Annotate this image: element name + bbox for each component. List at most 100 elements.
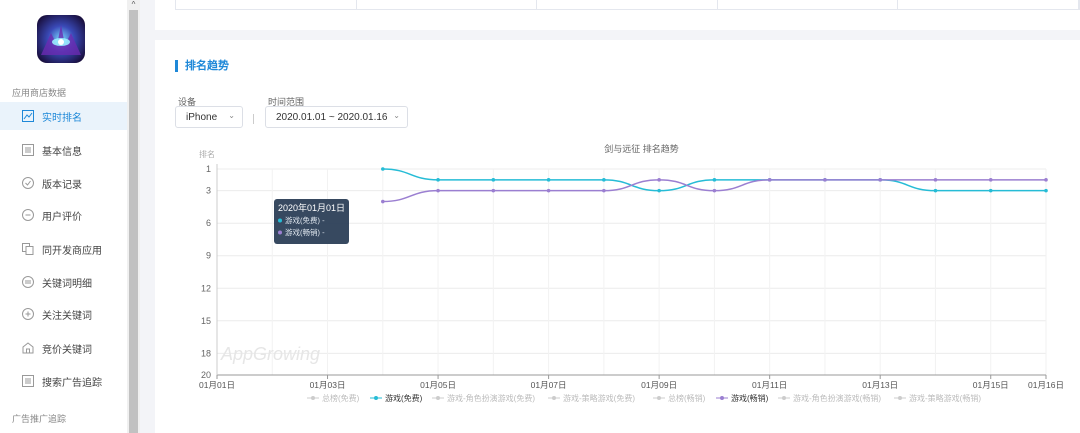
legend-item: 总榜(免费) <box>322 393 360 403</box>
sidebar-item-label: 关注关键词 <box>42 310 92 322</box>
sidebar-item-realtime-rank[interactable]: 实时排名 <box>0 102 127 130</box>
device-select[interactable]: iPhone ⌄ <box>175 106 243 128</box>
sidebar-item-follow-keywords[interactable]: 关注关键词 <box>0 300 127 328</box>
data-point <box>878 178 882 182</box>
legend-item: 游戏-角色扮演游戏(免费) <box>447 393 535 403</box>
data-point <box>823 178 827 182</box>
device-select-value: iPhone <box>186 111 218 123</box>
panel-title: 排名趋势 <box>175 60 229 72</box>
y-tick-label: 9 <box>206 251 211 261</box>
data-point <box>657 188 661 193</box>
legend-item: 游戏(畅销) <box>731 393 769 403</box>
data-point <box>491 188 496 193</box>
tooltip-marker <box>278 230 282 235</box>
top-table <box>175 0 1080 10</box>
legend-item: 游戏(免费) <box>385 393 423 403</box>
y-tick-label: 18 <box>201 348 211 358</box>
legend-marker <box>720 396 724 400</box>
sidebar-item-label: 搜索广告追踪 <box>42 377 102 389</box>
x-tick-label: 01月11日 <box>752 380 787 390</box>
data-point <box>436 188 440 193</box>
data-point <box>988 178 993 182</box>
sidebar-item-search-ads-tracking[interactable]: 搜索广告追踪 <box>0 367 127 395</box>
check-icon <box>22 177 34 189</box>
tooltip-item: 游戏(畅销) - <box>285 227 325 237</box>
data-point <box>546 178 551 182</box>
x-tick-label: 01月05日 <box>420 380 456 390</box>
sidebar-scroll-thumb[interactable] <box>129 10 138 433</box>
tooltip-box <box>274 199 349 244</box>
sidebar-item-version-history[interactable]: 版本记录 <box>0 169 127 197</box>
y-tick-label: 3 <box>206 186 211 196</box>
x-tick-label: 01月13日 <box>862 380 898 390</box>
time-range-value: 2020.01.01 ~ 2020.01.16 <box>276 111 388 123</box>
tooltip-title: 2020年01月01日 <box>278 202 345 213</box>
sidebar-item-keyword-details[interactable]: 关键词明细 <box>0 268 127 296</box>
x-tick-label: 01月15日 <box>973 380 1009 390</box>
sidebar-item-label: 实时排名 <box>42 112 82 124</box>
list-icon <box>22 144 34 156</box>
chart-title: 剑与远征 排名趋势 <box>604 143 679 154</box>
data-point <box>602 188 606 193</box>
data-point <box>436 178 440 182</box>
x-tick-label: 01月03日 <box>310 380 346 390</box>
top-panel <box>155 0 1080 30</box>
sidebar-item-same-developer[interactable]: 同开发商应用 <box>0 235 127 263</box>
x-tick-label: 01月16日 <box>1028 380 1064 390</box>
sidebar-item-user-reviews[interactable]: 用户评价 <box>0 201 127 229</box>
legend-marker <box>782 396 786 400</box>
data-point <box>491 178 496 182</box>
sidebar-item-label: 同开发商应用 <box>42 245 102 257</box>
sidebar-item-basic-info[interactable]: 基本信息 <box>0 136 127 164</box>
y-axis-label: 排名 <box>199 149 215 159</box>
data-point <box>602 178 606 182</box>
sidebar-item-label: 关键词明细 <box>42 278 92 290</box>
legend-marker <box>436 396 440 400</box>
data-point <box>933 188 938 193</box>
legend-marker <box>374 396 378 400</box>
y-tick-label: 6 <box>206 218 211 228</box>
y-tick-label: 15 <box>201 316 211 326</box>
data-point <box>381 167 385 171</box>
data-point <box>988 188 993 193</box>
plus-circle-icon <box>22 308 34 320</box>
chevron-down-icon: ⌄ <box>228 111 235 120</box>
legend-item: 游戏-策略游戏(畅销) <box>909 393 981 403</box>
device-label: 设备 <box>178 97 197 107</box>
x-tick-label: 01月07日 <box>531 380 567 390</box>
data-point <box>933 178 938 182</box>
scroll-up-arrow-icon[interactable]: ^ <box>127 0 140 10</box>
sidebar: 应用商店数据 实时排名 基本信息 版本记录 用户评价 同开发商应用 关键词明细 … <box>0 0 127 433</box>
legend-item: 游戏-策略游戏(免费) <box>563 393 635 403</box>
data-point <box>767 178 772 182</box>
keyword-icon <box>22 276 34 288</box>
copy-icon <box>22 243 34 255</box>
comment-icon <box>22 209 34 221</box>
tooltip-item: 游戏(免费) - <box>285 215 325 225</box>
filter-divider <box>253 114 254 124</box>
data-point <box>657 178 661 182</box>
data-point <box>546 188 551 193</box>
y-tick-label: 12 <box>201 283 211 293</box>
legend-marker <box>898 396 902 400</box>
time-range-select[interactable]: 2020.01.01 ~ 2020.01.16 ⌄ <box>265 106 408 128</box>
legend-item: 总榜(畅销) <box>668 393 706 403</box>
app-icon[interactable] <box>37 15 85 63</box>
sidebar-item-label: 竞价关键词 <box>42 344 92 356</box>
watermark-logo: AppGrowing <box>220 344 320 364</box>
data-point <box>381 199 385 204</box>
legend-marker <box>552 396 556 400</box>
rank-trend-chart: 剑与远征 排名趋势 排名 1 3 6 9 12 15 18 20 01月01日 01月03日 01月05… <box>155 130 1080 410</box>
legend-marker <box>311 396 315 400</box>
trend-icon <box>22 110 34 122</box>
legend-marker <box>657 396 661 400</box>
table-icon <box>22 375 34 387</box>
tooltip-marker <box>278 218 282 223</box>
sidebar-item-label: 版本记录 <box>42 179 82 191</box>
bid-icon <box>22 342 34 354</box>
y-tick-label: 1 <box>206 164 211 174</box>
sidebar-item-label: 用户评价 <box>42 211 82 223</box>
sidebar-item-bid-keywords[interactable]: 竞价关键词 <box>0 334 127 362</box>
x-tick-label: 01月01日 <box>199 380 235 390</box>
